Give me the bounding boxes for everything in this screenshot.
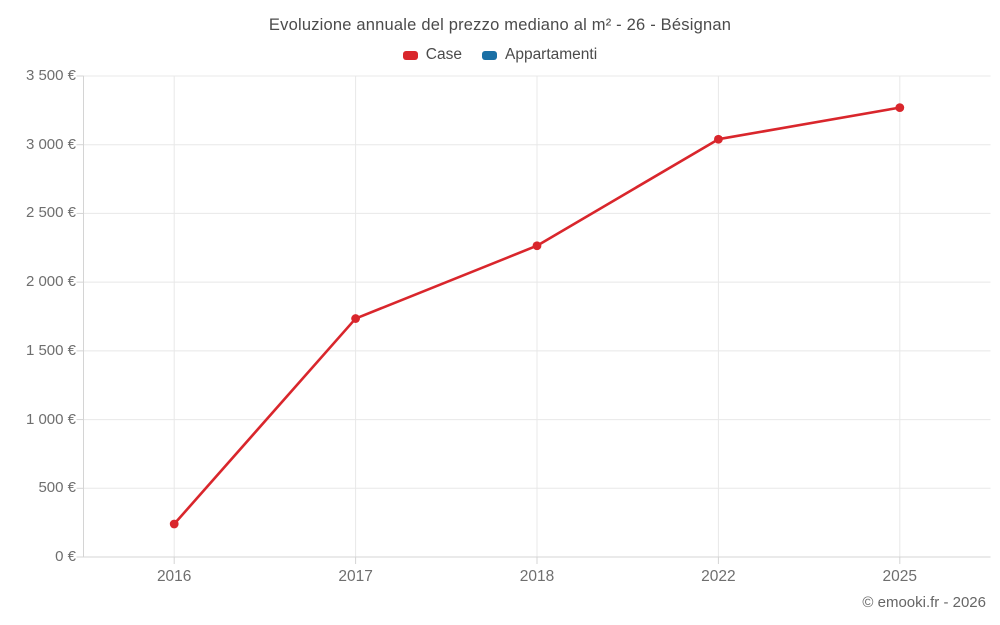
y-axis-label: 500 € xyxy=(38,479,76,497)
data-point-2025[interactable] xyxy=(895,103,905,113)
data-point-2022[interactable] xyxy=(714,134,723,144)
legend-item-appartamenti[interactable]: Appartamenti xyxy=(481,46,598,64)
x-axis-label: 2017 xyxy=(338,568,373,585)
legend-item-case[interactable]: Case xyxy=(402,46,462,64)
x-axis-label: 2022 xyxy=(701,568,736,585)
legend-label-appartamenti: Appartamenti xyxy=(504,46,598,63)
y-axis-label: 1 500 € xyxy=(25,341,76,359)
appartamenti-series-swatch-icon xyxy=(481,50,497,60)
case-series-swatch-icon xyxy=(402,50,418,60)
y-axis-label: 2 000 € xyxy=(25,273,76,291)
legend-label-case: Case xyxy=(425,46,462,63)
legend: Case Appartamenti xyxy=(0,45,1000,65)
data-point-2017[interactable] xyxy=(351,314,360,323)
credit-text: © emooki.fr - 2026 xyxy=(862,594,986,611)
data-point-2016[interactable] xyxy=(169,519,179,529)
x-axis-label: 2018 xyxy=(519,568,555,585)
chart-title: Evoluzione annuale del prezzo mediano al… xyxy=(268,16,732,34)
y-axis-label: 3 500 € xyxy=(25,67,76,84)
y-axis-label: 2 500 € xyxy=(25,204,76,222)
y-axis-label: 3 000 € xyxy=(25,135,76,153)
y-axis-label: 0 € xyxy=(55,548,76,565)
data-point-2018[interactable] xyxy=(532,241,542,251)
y-axis-label: 1 000 € xyxy=(25,410,76,428)
x-axis-label: 2016 xyxy=(156,568,192,585)
x-axis-label: 2025 xyxy=(882,568,918,585)
